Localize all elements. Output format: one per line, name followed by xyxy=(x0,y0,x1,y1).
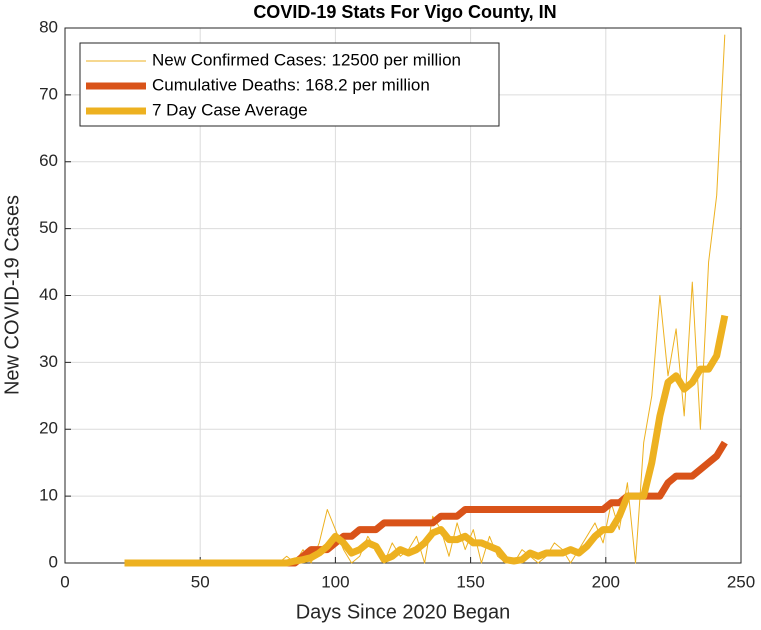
chart-title: COVID-19 Stats For Vigo County, IN xyxy=(253,2,556,22)
y-tick-label: 20 xyxy=(39,419,58,438)
x-tick-label: 50 xyxy=(191,572,210,591)
y-tick-label: 70 xyxy=(39,84,58,103)
x-tick-label: 0 xyxy=(60,572,69,591)
legend-label: Cumulative Deaths: 168.2 per million xyxy=(152,75,430,94)
y-tick-label: 30 xyxy=(39,352,58,371)
y-tick-label: 0 xyxy=(49,552,58,571)
x-tick-label: 150 xyxy=(456,572,484,591)
y-tick-label: 60 xyxy=(39,151,58,170)
plot-frame xyxy=(64,27,742,564)
y-tick-label: 40 xyxy=(39,285,58,304)
y-tick-label: 50 xyxy=(39,218,58,237)
legend-label: New Confirmed Cases: 12500 per million xyxy=(152,50,461,69)
y-axis-label: New COVID-19 Cases xyxy=(1,195,23,395)
y-tick-label: 10 xyxy=(39,486,58,505)
y-tick-label: 80 xyxy=(39,17,58,36)
legend-label: 7 Day Case Average xyxy=(152,100,308,119)
x-tick-label: 250 xyxy=(727,572,755,591)
series-line xyxy=(124,314,729,567)
x-tick-label: 100 xyxy=(321,572,349,591)
legend-box xyxy=(79,42,500,127)
x-tick-label: 200 xyxy=(592,572,620,591)
x-axis-label: Days Since 2020 Began xyxy=(296,601,511,623)
